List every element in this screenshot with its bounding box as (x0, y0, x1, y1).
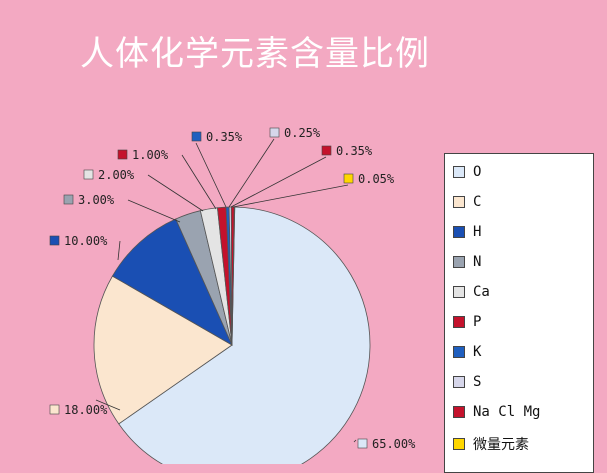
legend-label-7: S (473, 374, 482, 390)
legend-item-1: C (453, 194, 481, 210)
leader-line-0 (353, 439, 357, 443)
leader-line-3 (127, 199, 181, 223)
slice-label-1: 18.00% (64, 403, 108, 417)
legend-item-7: S (453, 374, 481, 390)
legend-item-9: 微量元素 (453, 434, 529, 454)
legend-item-4: Ca (453, 284, 490, 300)
leader-line-4 (147, 174, 204, 212)
legend-swatch-9 (453, 438, 465, 450)
label-swatch-3 (63, 194, 74, 205)
label-swatch-8 (321, 145, 332, 156)
slice-labels: 65.00% 18.00% 10.00% 3.00% 2.00% 1.00% 0.35% 0.… (49, 126, 416, 451)
legend-item-3: N (453, 254, 481, 270)
legend-label-4: Ca (473, 284, 490, 300)
legend-swatch-4 (453, 286, 465, 298)
chart-legend: O C H N Ca P K S Na Cl Mg 微量元素 (444, 153, 594, 473)
leader-lines (95, 138, 357, 443)
leader-line-5 (181, 154, 217, 210)
leader-line-1 (95, 399, 121, 411)
label-swatch-1 (49, 404, 60, 415)
slice-label-2: 10.00% (64, 234, 108, 248)
chart-title: 人体化学元素含量比例 (80, 34, 430, 74)
pie-slice-0 (118, 206, 371, 464)
slice-label-5: 1.00% (132, 148, 169, 162)
label-swatch-4 (83, 169, 94, 180)
label-swatch-7 (269, 127, 280, 138)
legend-label-6: K (473, 344, 482, 360)
slice-label-9: 0.05% (358, 172, 395, 186)
pie-slices (93, 206, 371, 464)
slice-label-0: 65.00% (372, 437, 416, 451)
legend-swatch-2 (453, 226, 465, 238)
legend-item-8: Na Cl Mg (453, 404, 540, 420)
legend-item-0: O (453, 164, 481, 180)
leader-line-8 (230, 156, 327, 208)
legend-label-8: Na Cl Mg (473, 404, 541, 420)
leader-line-7 (228, 138, 275, 208)
label-swatch-5 (117, 149, 128, 160)
legend-swatch-7 (453, 376, 465, 388)
slice-label-3: 3.00% (78, 193, 115, 207)
legend-item-2: H (453, 224, 481, 240)
pie-slice-1 (93, 275, 233, 425)
legend-label-1: C (473, 194, 482, 210)
legend-swatch-3 (453, 256, 465, 268)
legend-item-5: P (453, 314, 481, 330)
leader-line-6 (195, 142, 227, 208)
label-swatch-9 (343, 173, 354, 184)
legend-label-0: O (473, 164, 482, 180)
label-swatch-6 (191, 131, 202, 142)
label-swatch-0 (357, 438, 368, 449)
legend-swatch-6 (453, 346, 465, 358)
legend-swatch-1 (453, 196, 465, 208)
leader-line-2 (117, 240, 121, 261)
legend-label-2: H (473, 224, 482, 240)
slice-label-4: 2.00% (98, 168, 135, 182)
legend-swatch-5 (453, 316, 465, 328)
legend-swatch-0 (453, 166, 465, 178)
legend-swatch-8 (453, 406, 465, 418)
slice-label-6: 0.35% (206, 130, 243, 144)
legend-label-9: 微量元素 (473, 437, 529, 453)
slice-label-8: 0.35% (336, 144, 373, 158)
label-swatch-2 (49, 235, 60, 246)
legend-label-5: P (473, 314, 482, 330)
legend-label-3: N (473, 254, 482, 270)
leader-line-9 (232, 184, 349, 208)
slice-label-7: 0.25% (284, 126, 321, 140)
legend-item-6: K (453, 344, 481, 360)
